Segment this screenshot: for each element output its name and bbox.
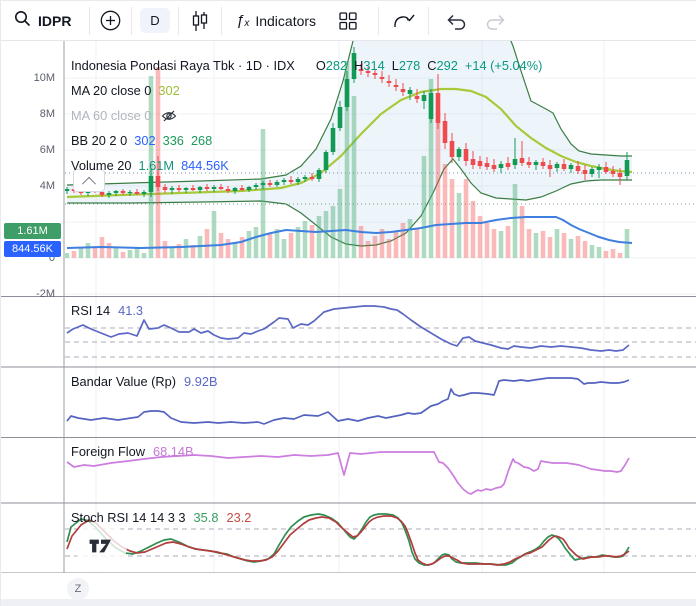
symbol-label: IDPR	[38, 12, 72, 29]
pane-collapse-button[interactable]	[73, 169, 105, 192]
indicators-label: Indicators	[255, 12, 317, 29]
pane-resize-handle[interactable]	[1, 501, 696, 506]
timezone-button[interactable]: Z	[67, 578, 89, 600]
change-value: +14 (+5.04%)	[464, 58, 543, 73]
pane-label-name: Foreign Flow	[71, 444, 145, 459]
rsi-pane	[65, 305, 696, 358]
volume-value-badge: 1.61M	[4, 223, 61, 239]
pane-label-name: Bandar Value (Rp)	[71, 374, 177, 389]
pane-resize-handle[interactable]	[1, 436, 696, 441]
bollinger-lower-band	[67, 158, 632, 247]
ohlc-value: 292	[436, 58, 458, 73]
ohlc-value: 282	[325, 58, 348, 73]
legend-row[interactable]: BB 20 2 0 302 336 268	[71, 128, 542, 153]
main-pane-legend: Indonesia Pondasi Raya Tbk · 1D · IDX O2…	[71, 53, 542, 178]
pane-resize-handle[interactable]	[1, 295, 696, 300]
main-pane	[65, 41, 696, 258]
legend-value: 336	[162, 133, 184, 148]
indicator-pane-label-stoch[interactable]: Stoch RSI 14 14 3 3 35.8 23.2	[71, 510, 251, 525]
legend-row-name: MA 20 close 0	[71, 83, 152, 98]
legend-value: 302	[134, 133, 156, 148]
legend-row[interactable]: MA 20 close 0 302	[71, 78, 542, 103]
foreign-series	[66, 451, 630, 495]
chevron-up-icon	[81, 176, 97, 191]
legend-row-name: BB 20 2 0	[71, 133, 128, 148]
ohlc-values: O282 H314 L278 C292	[309, 53, 458, 78]
legend-value: 302	[158, 83, 180, 98]
search-icon	[14, 10, 31, 32]
volume-axis-tick: -2M	[36, 288, 55, 300]
volume-axis-tick: 10M	[33, 72, 55, 84]
ohlc-value: 278	[398, 58, 421, 73]
interval-button[interactable]: D	[140, 8, 170, 33]
legend-row-name: MA 60 close 0	[71, 108, 152, 123]
symbol-search-button[interactable]: IDPR	[1, 7, 89, 35]
legend-value: 844.56K	[181, 158, 229, 173]
fx-icon: ƒ	[236, 12, 245, 29]
drawing-brush-icon[interactable]	[392, 11, 416, 31]
pane-label-name: RSI 14	[71, 303, 111, 318]
pane-label-value: 68.14B	[152, 444, 194, 459]
tradingview-logo	[75, 520, 127, 572]
legend-value: 268	[190, 133, 213, 148]
legend-row[interactable]: Volume 20 1.61M 844.56K	[71, 153, 542, 178]
redo-icon[interactable]	[485, 12, 507, 30]
pane-label-name: Stoch RSI 14 14 3 3	[71, 510, 186, 525]
ohlc-key: H	[354, 58, 364, 73]
volume-value-badge: 844.56K	[4, 241, 61, 257]
ohlc-key: C	[427, 58, 437, 73]
ohlc-key: O	[315, 58, 326, 73]
pane-resize-handle[interactable]	[1, 365, 696, 370]
symbol-legend-row[interactable]: Indonesia Pondasi Raya Tbk · 1D · IDX O2…	[71, 53, 542, 78]
undo-icon[interactable]	[445, 12, 467, 30]
legend-row[interactable]: MA 60 close 0	[71, 103, 542, 128]
indicator-pane-label-foreign[interactable]: Foreign Flow 68.14B	[71, 444, 194, 459]
legend-row-name: Volume 20	[71, 158, 132, 173]
compare-add-symbol-icon[interactable]	[99, 9, 122, 32]
pane-label-value: 35.8	[193, 510, 219, 525]
volume-axis-tick: 8M	[39, 108, 55, 120]
pane-label-value: 23.2	[226, 510, 252, 525]
indicator-pane-label-rsi[interactable]: RSI 14 41.3	[71, 303, 143, 318]
volume-axis-tick: 4M	[39, 180, 55, 192]
bollinger-upper-band	[66, 41, 632, 186]
stoch-series	[66, 515, 630, 566]
indicator-pane-label-bandar[interactable]: Bandar Value (Rp) 9.92B	[71, 374, 218, 389]
legend-row-values: 302	[151, 78, 179, 103]
bollinger-fill	[67, 41, 632, 246]
volume-axis-tick: 6M	[39, 144, 55, 156]
layout-grid-icon[interactable]	[338, 11, 358, 31]
candles-layer	[65, 47, 630, 198]
bandar-pane	[66, 377, 630, 425]
legend-value: 1.61M	[138, 158, 175, 173]
volume-ma-line	[66, 216, 633, 250]
symbol-title: Indonesia Pondasi Raya Tbk · 1D · IDX	[71, 58, 295, 73]
ma20-line	[66, 87, 633, 199]
stoch-pane	[65, 513, 696, 566]
pane-label-value: 41.3	[118, 303, 144, 318]
pane-label-value: 9.92B	[184, 374, 218, 389]
chart-style-candles-icon[interactable]	[190, 10, 210, 32]
hidden-eye-icon[interactable]	[161, 109, 177, 123]
time-axis[interactable]: AugSepOctNovDec	[1, 573, 696, 599]
foreign-pane	[66, 451, 630, 495]
legend-row-values: 302 336 268	[127, 128, 212, 153]
volume-axis-tick: 0	[48, 252, 55, 264]
bottom-strip	[1, 599, 696, 606]
bandar-series	[66, 377, 630, 425]
ohlc-value: 314	[363, 58, 385, 73]
legend-row-values: 1.61M 844.56K	[131, 153, 228, 178]
ohlc-key: L	[391, 58, 399, 73]
rsi-series	[66, 305, 630, 352]
